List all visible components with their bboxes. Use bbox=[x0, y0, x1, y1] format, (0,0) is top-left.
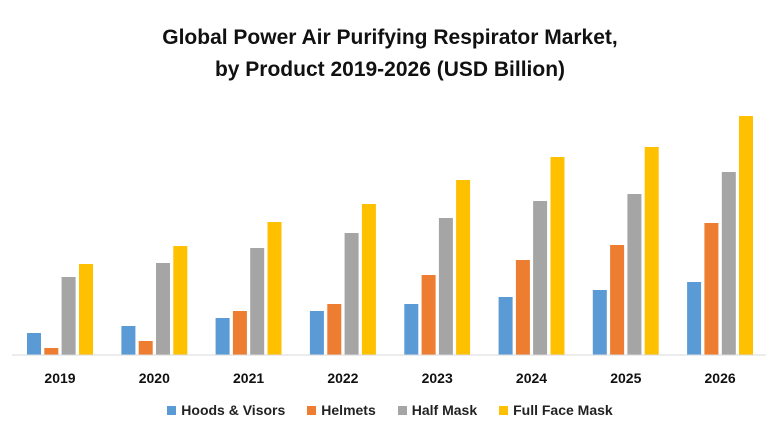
bar-helmets-2026 bbox=[704, 223, 719, 355]
x-tick-label-2024: 2024 bbox=[516, 370, 547, 386]
bar-hoods-visors-2020 bbox=[121, 326, 136, 355]
legend-item-hoods-visors: Hoods & Visors bbox=[167, 402, 285, 418]
bars-group bbox=[27, 116, 753, 355]
bar-half-mask-2022 bbox=[344, 233, 359, 355]
x-tick-label-2019: 2019 bbox=[44, 370, 75, 386]
bar-helmets-2020 bbox=[138, 341, 153, 355]
bar-half-mask-2020 bbox=[156, 263, 170, 355]
bar-hoods-visors-2019 bbox=[27, 333, 41, 355]
bar-helmets-2025 bbox=[610, 245, 625, 355]
bar-hoods-visors-2021 bbox=[215, 318, 230, 355]
legend-item-helmets: Helmets bbox=[307, 402, 376, 418]
legend-item-full-face-mask: Full Face Mask bbox=[499, 402, 613, 418]
legend-label: Hoods & Visors bbox=[181, 402, 286, 418]
x-tick-label-2021: 2021 bbox=[233, 370, 264, 386]
bar-helmets-2022 bbox=[327, 304, 342, 355]
x-tick-label-2023: 2023 bbox=[422, 370, 453, 386]
bar-hoods-visors-2025 bbox=[592, 290, 607, 355]
legend-swatch bbox=[397, 405, 407, 415]
bar-full-face-mask-2026 bbox=[739, 116, 753, 355]
legend-label: Half Mask bbox=[411, 402, 478, 418]
bar-full-face-mask-2024 bbox=[550, 157, 565, 355]
legend-swatch bbox=[307, 405, 317, 415]
legend-swatch bbox=[167, 405, 177, 415]
bar-full-face-mask-2019 bbox=[79, 264, 93, 355]
bar-half-mask-2023 bbox=[438, 218, 453, 355]
x-tick-label-2026: 2026 bbox=[705, 370, 736, 386]
bar-half-mask-2025 bbox=[627, 194, 642, 355]
chart-title: Global Power Air Purifying Respirator Ma… bbox=[0, 22, 780, 86]
bar-half-mask-2024 bbox=[533, 201, 548, 355]
bar-full-face-mask-2023 bbox=[456, 180, 471, 355]
legend-label: Helmets bbox=[321, 402, 376, 418]
x-tick-label-2020: 2020 bbox=[139, 370, 170, 386]
bar-full-face-mask-2025 bbox=[644, 147, 659, 355]
bar-full-face-mask-2020 bbox=[173, 246, 188, 355]
x-tick-labels: 2019 2020 2021 2022 2023 2024 2025 2026 bbox=[44, 370, 735, 386]
legend-label: Full Face Mask bbox=[513, 402, 613, 418]
bar-half-mask-2021 bbox=[250, 248, 265, 355]
bar-helmets-2023 bbox=[421, 275, 436, 355]
bar-helmets-2024 bbox=[515, 260, 530, 355]
x-tick-label-2025: 2025 bbox=[610, 370, 641, 386]
legend-item-half-mask: Half Mask bbox=[397, 402, 478, 418]
bar-full-face-mask-2021 bbox=[267, 222, 282, 355]
bar-hoods-visors-2023 bbox=[404, 304, 419, 355]
bar-half-mask-2026 bbox=[721, 172, 736, 355]
chart-title-line2: by Product 2019-2026 (USD Billion) bbox=[214, 58, 566, 81]
bar-hoods-visors-2026 bbox=[687, 282, 702, 355]
bar-full-face-mask-2022 bbox=[361, 204, 376, 355]
bar-hoods-visors-2022 bbox=[309, 311, 324, 355]
bar-hoods-visors-2024 bbox=[498, 297, 513, 355]
bar-helmets-2019 bbox=[44, 348, 59, 355]
chart-title-line1: Global Power Air Purifying Respirator Ma… bbox=[162, 26, 618, 49]
legend-swatch bbox=[499, 405, 509, 415]
legend: Hoods & Visors Helmets Half Mask Full Face … bbox=[0, 402, 780, 418]
bar-helmets-2021 bbox=[232, 311, 247, 355]
bar-half-mask-2019 bbox=[61, 277, 76, 355]
x-tick-label-2022: 2022 bbox=[327, 370, 358, 386]
